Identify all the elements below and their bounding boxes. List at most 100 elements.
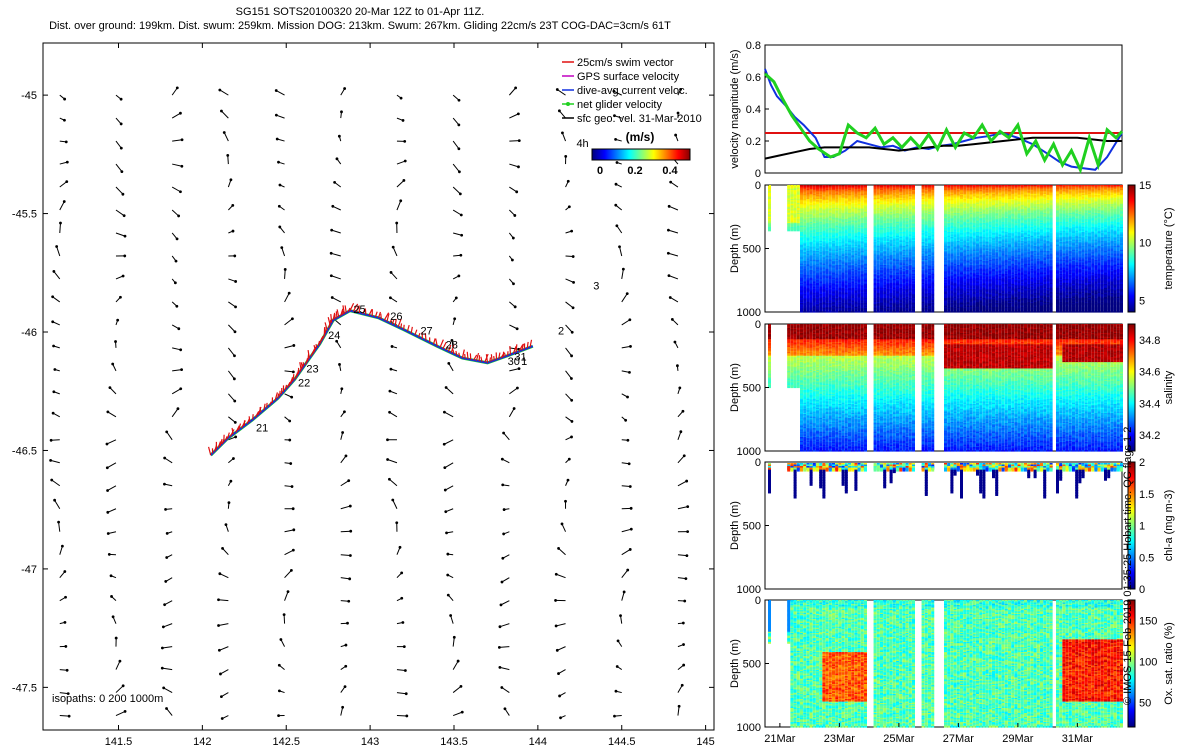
geo-velocity-arrowhead: [502, 432, 505, 435]
geo-velocity-arrow: [221, 111, 228, 118]
geo-velocity-arrowhead: [449, 614, 452, 617]
geo-velocity-arrowhead: [682, 622, 685, 625]
geo-velocity-arrowhead: [446, 553, 449, 556]
temperature-point: [819, 311, 822, 313]
geo-velocity-arrowhead: [233, 377, 236, 380]
geo-velocity-arrowhead: [166, 532, 169, 535]
map-x-tick-label: 142.5: [272, 736, 300, 748]
geo-velocity-arrow: [60, 223, 61, 233]
geo-velocity-arrowhead: [676, 364, 679, 367]
velocity-y-tick-label: 0.2: [746, 136, 761, 148]
geo-velocity-arrowhead: [343, 410, 346, 413]
geo-velocity-arrowhead: [229, 480, 232, 483]
geo-velocity-arrowhead: [124, 235, 127, 238]
temperature-point: [890, 311, 893, 313]
geo-velocity-arrowhead: [628, 371, 631, 374]
velocity-y-tick-label: 0.4: [746, 104, 761, 116]
geo-velocity-arrowhead: [555, 625, 558, 628]
geo-velocity-arrowhead: [388, 411, 391, 414]
geo-velocity-arrowhead: [513, 214, 516, 217]
geo-velocity-arrowhead: [668, 274, 671, 277]
geo-velocity-arrowhead: [278, 205, 281, 208]
geo-velocity-arrow: [453, 637, 454, 646]
geo-velocity-arrow: [566, 302, 574, 308]
geo-velocity-arrowhead: [684, 577, 687, 580]
geo-velocity-arrow: [285, 319, 293, 325]
geo-velocity-arrowhead: [498, 646, 501, 649]
geo-velocity-arrow: [446, 388, 453, 394]
map-frame: [43, 43, 714, 730]
geo-velocity-arrowhead: [330, 252, 333, 255]
swim-vector: [336, 311, 337, 318]
geo-velocity-arrowhead: [628, 318, 631, 321]
geo-velocity-arrow: [622, 570, 628, 578]
geo-velocity-arrow: [116, 187, 123, 194]
geo-velocity-arrowhead: [218, 89, 221, 92]
geo-velocity-arrow: [444, 412, 453, 417]
geo-velocity-arrowhead: [671, 318, 674, 321]
geo-velocity-arrow: [220, 90, 229, 95]
geo-velocity-arrowhead: [392, 246, 395, 249]
geo-velocity-arrowhead: [444, 489, 447, 492]
day-label: 25: [353, 304, 365, 316]
geo-velocity-arrowhead: [669, 181, 672, 184]
geo-velocity-arrowhead: [504, 707, 507, 710]
temperature-point: [899, 311, 902, 313]
map-y-tick-label: -45: [21, 90, 37, 102]
geo-velocity-arrowhead: [120, 170, 123, 173]
geo-velocity-arrow: [499, 647, 509, 648]
geo-velocity-arrow: [678, 507, 688, 509]
geo-velocity-arrowhead: [120, 123, 123, 126]
geo-velocity-arrowhead: [338, 363, 341, 366]
geo-velocity-arrowhead: [106, 511, 109, 514]
geo-velocity-arrowhead: [234, 436, 237, 439]
swim-vector: [401, 323, 402, 328]
swim-vector: [343, 311, 344, 315]
geo-velocity-arrow: [219, 624, 229, 626]
geo-velocity-arrowhead: [500, 686, 503, 689]
swim-vector: [494, 356, 495, 360]
geo-velocity-arrowhead: [341, 431, 344, 434]
geo-velocity-arrowhead: [64, 621, 67, 624]
geo-velocity-arrowhead: [165, 556, 168, 559]
geo-velocity-arrowhead: [280, 638, 283, 641]
geo-velocity-arrowhead: [557, 547, 560, 550]
map-y-tick-label: -46.5: [12, 445, 37, 457]
geo-velocity-arrowhead: [682, 664, 685, 667]
geo-velocity-arrowhead: [445, 386, 448, 389]
geo-velocity-arrowhead: [124, 710, 127, 713]
temperature-point: [861, 311, 864, 313]
geo-velocity-arrowhead: [59, 222, 62, 225]
geo-velocity-arrowhead: [400, 571, 403, 574]
geo-velocity-arrow: [509, 348, 518, 349]
geo-velocity-arrowhead: [459, 254, 462, 257]
geo-velocity-arrow: [509, 114, 518, 118]
geo-velocity-arrow: [453, 712, 462, 715]
geo-velocity-arrowhead: [179, 112, 182, 115]
geo-velocity-arrowhead: [162, 626, 165, 629]
map-x-tick-label: 144.5: [608, 736, 636, 748]
geo-velocity-arrowhead: [626, 292, 629, 295]
geo-velocity-arrowhead: [61, 545, 64, 548]
geo-velocity-arrowhead: [515, 190, 518, 193]
colorbar-tick-label: 0.4: [662, 165, 678, 177]
geo-velocity-arrow: [453, 661, 458, 670]
section-panels: 05001000Depth (m)51015temperature (°C)05…: [729, 180, 1175, 745]
geo-velocity-arrowhead: [457, 660, 460, 663]
geo-velocity-arrowhead: [52, 270, 55, 273]
geo-velocity-arrow: [285, 293, 290, 302]
geo-velocity-arrowhead: [291, 485, 294, 488]
geo-velocity-arrowhead: [161, 647, 164, 650]
geo-velocity-arrowhead: [123, 214, 126, 217]
temperature-point: [816, 311, 819, 313]
geo-velocity-arrow: [556, 574, 565, 577]
geo-velocity-arrowhead: [512, 282, 515, 285]
geo-velocity-arrowhead: [218, 649, 221, 652]
geo-velocity-arrowhead: [567, 479, 570, 482]
geo-velocity-arrowhead: [279, 184, 282, 187]
geo-velocity-arrowhead: [615, 690, 618, 693]
geo-velocity-arrowhead: [164, 508, 167, 511]
geo-velocity-arrowhead: [164, 580, 167, 583]
geo-velocity-arrowhead: [679, 430, 682, 433]
